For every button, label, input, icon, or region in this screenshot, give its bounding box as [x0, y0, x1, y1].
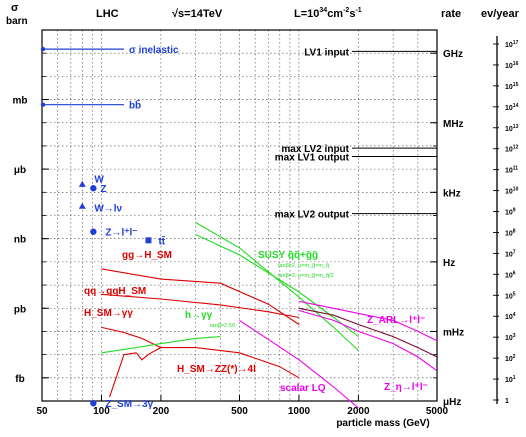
series-label: gg→H_SM [122, 250, 172, 261]
series-line [101, 336, 221, 354]
rate-tick-label: MHz [443, 119, 464, 130]
series-line [195, 222, 359, 351]
chart-marks [40, 46, 438, 409]
rate-tick-label: μHz [443, 397, 461, 408]
series-line [239, 319, 359, 409]
level-label: bb̄ [129, 100, 141, 112]
series-label: qq→qqH_SM [84, 286, 146, 297]
events-tick-label: 107 [505, 249, 516, 258]
machine-label: LHC [96, 8, 119, 20]
y-tick-label: μb [14, 165, 26, 176]
series-sublabel: tanβ=2-50 [210, 323, 235, 329]
series-label: Z_η→l⁺l⁻ [384, 382, 428, 393]
series-label: scalar LQ [280, 383, 326, 394]
x-tick-label: 1000 [288, 406, 311, 417]
events-tick-label: 104 [505, 312, 516, 321]
events-tick-label: 102 [505, 354, 516, 363]
point-label: Z→l⁺l⁻ [105, 228, 137, 239]
point-marker [145, 237, 152, 244]
series-line [109, 347, 300, 398]
plot-frame [41, 29, 499, 404]
events-tick-label: 1 [505, 398, 509, 405]
events-tick-label: 108 [505, 228, 516, 237]
point-label: W [94, 174, 104, 185]
rate-label: rate [441, 8, 461, 20]
events-tick-label: 1015 [505, 82, 519, 91]
point-marker [90, 185, 97, 192]
barn-label: barn [6, 16, 28, 27]
events-tick-label: 1014 [505, 103, 519, 112]
chart-labels: 50 100 200 500 1000 2000 5000 mb μb nb pb fb GHz MHz k… [13, 40, 519, 417]
point-marker [90, 400, 97, 407]
trigger-label: max LV2 output [275, 210, 350, 221]
series-label: H_SM→ZZ(*)→4l [177, 364, 256, 375]
events-tick-label: 1016 [505, 61, 519, 70]
events-tick-label: 105 [505, 291, 516, 300]
x-axis-label: particle mass (GeV) [336, 418, 429, 429]
rate-tick-label: kHz [443, 188, 461, 199]
point-label: W→lν [94, 203, 122, 214]
grid [41, 29, 438, 402]
sigma-label: σ [11, 2, 19, 14]
x-tick-label: 2000 [347, 406, 370, 417]
events-tick-label: 1013 [505, 124, 519, 133]
x-tick-label: 5000 [426, 406, 449, 417]
series-line [101, 268, 300, 325]
y-tick-label: pb [14, 304, 26, 315]
events-tick-label: 109 [505, 208, 516, 217]
series-label: h→γγ [185, 310, 213, 321]
series-line [298, 300, 438, 342]
rate-tick-label: Hz [443, 258, 455, 269]
series-line [298, 309, 438, 372]
series-line [101, 326, 162, 349]
series-label: SUSY q̃q̃+g̃g̃ [258, 250, 318, 261]
x-tick-label: 500 [231, 406, 248, 417]
energy-label: √s=14TeV [172, 8, 223, 20]
events-tick-label: 101 [505, 375, 516, 384]
events-tick-label: 1012 [505, 145, 519, 154]
point-label: Z_SM→3γ [105, 399, 153, 410]
level-marker [40, 102, 46, 107]
series-line [101, 293, 300, 319]
series-label: H_SM→γγ [84, 308, 133, 319]
events-tick-label: 1010 [505, 187, 519, 196]
series-sublabel: tanβ=2, μ=m_g̃=m_q̃/2 [278, 273, 334, 279]
trigger-label: max LV1 output [275, 153, 350, 164]
y-tick-label: fb [15, 374, 24, 385]
point-marker [78, 180, 86, 187]
x-tick-label: 50 [36, 406, 48, 417]
y-tick-label: mb [13, 96, 28, 107]
luminosity-label: L=1034cm-2s-1 [294, 7, 362, 20]
point-label: Z [100, 184, 106, 195]
rate-tick-label: GHz [443, 49, 463, 60]
events-tick-label: 1017 [505, 40, 519, 49]
point-label: tt̄ [158, 235, 165, 247]
rate-tick-label: mHz [443, 327, 464, 338]
trigger-label: max LV2 input [281, 144, 349, 155]
level-marker [40, 46, 46, 52]
level-label: σ inelastic [129, 45, 179, 56]
point-marker [78, 202, 86, 209]
events-tick-label: 103 [505, 333, 516, 342]
point-marker [90, 228, 97, 235]
y-tick-label: nb [14, 235, 26, 246]
series-sublabel: tanβ=2, μ=m_g̃=m_q̃ [278, 263, 329, 269]
events-per-year-label: ev/year [481, 8, 520, 20]
x-tick-label: 100 [93, 406, 110, 417]
series-line [298, 307, 438, 358]
events-tick-label: 106 [505, 270, 516, 279]
x-tick-label: 200 [153, 406, 170, 417]
trigger-label: LV1 input [304, 47, 349, 58]
events-tick-label: 1011 [505, 166, 518, 175]
series-label: Z_ARL→l⁺l⁻ [367, 315, 425, 326]
